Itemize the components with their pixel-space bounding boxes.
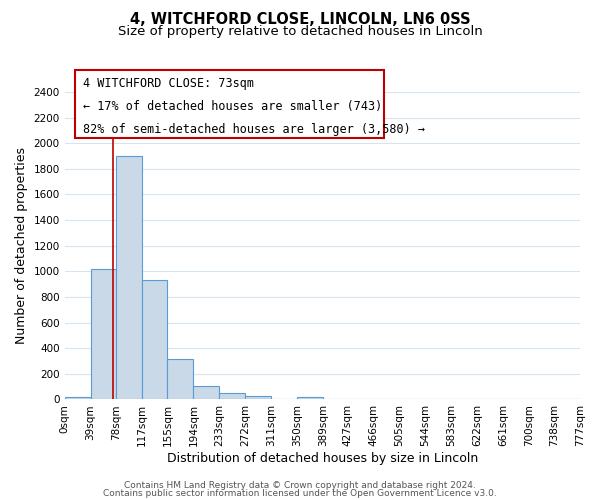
Y-axis label: Number of detached properties: Number of detached properties: [15, 147, 28, 344]
X-axis label: Distribution of detached houses by size in Lincoln: Distribution of detached houses by size …: [167, 452, 478, 465]
Bar: [167, 359, 193, 400]
Bar: [116, 156, 142, 400]
Text: Contains public sector information licensed under the Open Government Licence v3: Contains public sector information licen…: [103, 488, 497, 498]
Text: 82% of semi-detached houses are larger (3,580) →: 82% of semi-detached houses are larger (…: [83, 122, 425, 136]
Bar: [91, 269, 116, 400]
Text: 4, WITCHFORD CLOSE, LINCOLN, LN6 0SS: 4, WITCHFORD CLOSE, LINCOLN, LN6 0SS: [130, 12, 470, 28]
Text: 4 WITCHFORD CLOSE: 73sqm: 4 WITCHFORD CLOSE: 73sqm: [83, 76, 254, 90]
Text: ← 17% of detached houses are smaller (743): ← 17% of detached houses are smaller (74…: [83, 100, 382, 112]
Bar: [297, 397, 323, 400]
Bar: [219, 393, 245, 400]
FancyBboxPatch shape: [75, 70, 384, 138]
Text: Size of property relative to detached houses in Lincoln: Size of property relative to detached ho…: [118, 25, 482, 38]
Bar: [245, 396, 271, 400]
Bar: [142, 280, 167, 400]
Bar: [193, 386, 219, 400]
Text: Contains HM Land Registry data © Crown copyright and database right 2024.: Contains HM Land Registry data © Crown c…: [124, 481, 476, 490]
Bar: [65, 397, 91, 400]
